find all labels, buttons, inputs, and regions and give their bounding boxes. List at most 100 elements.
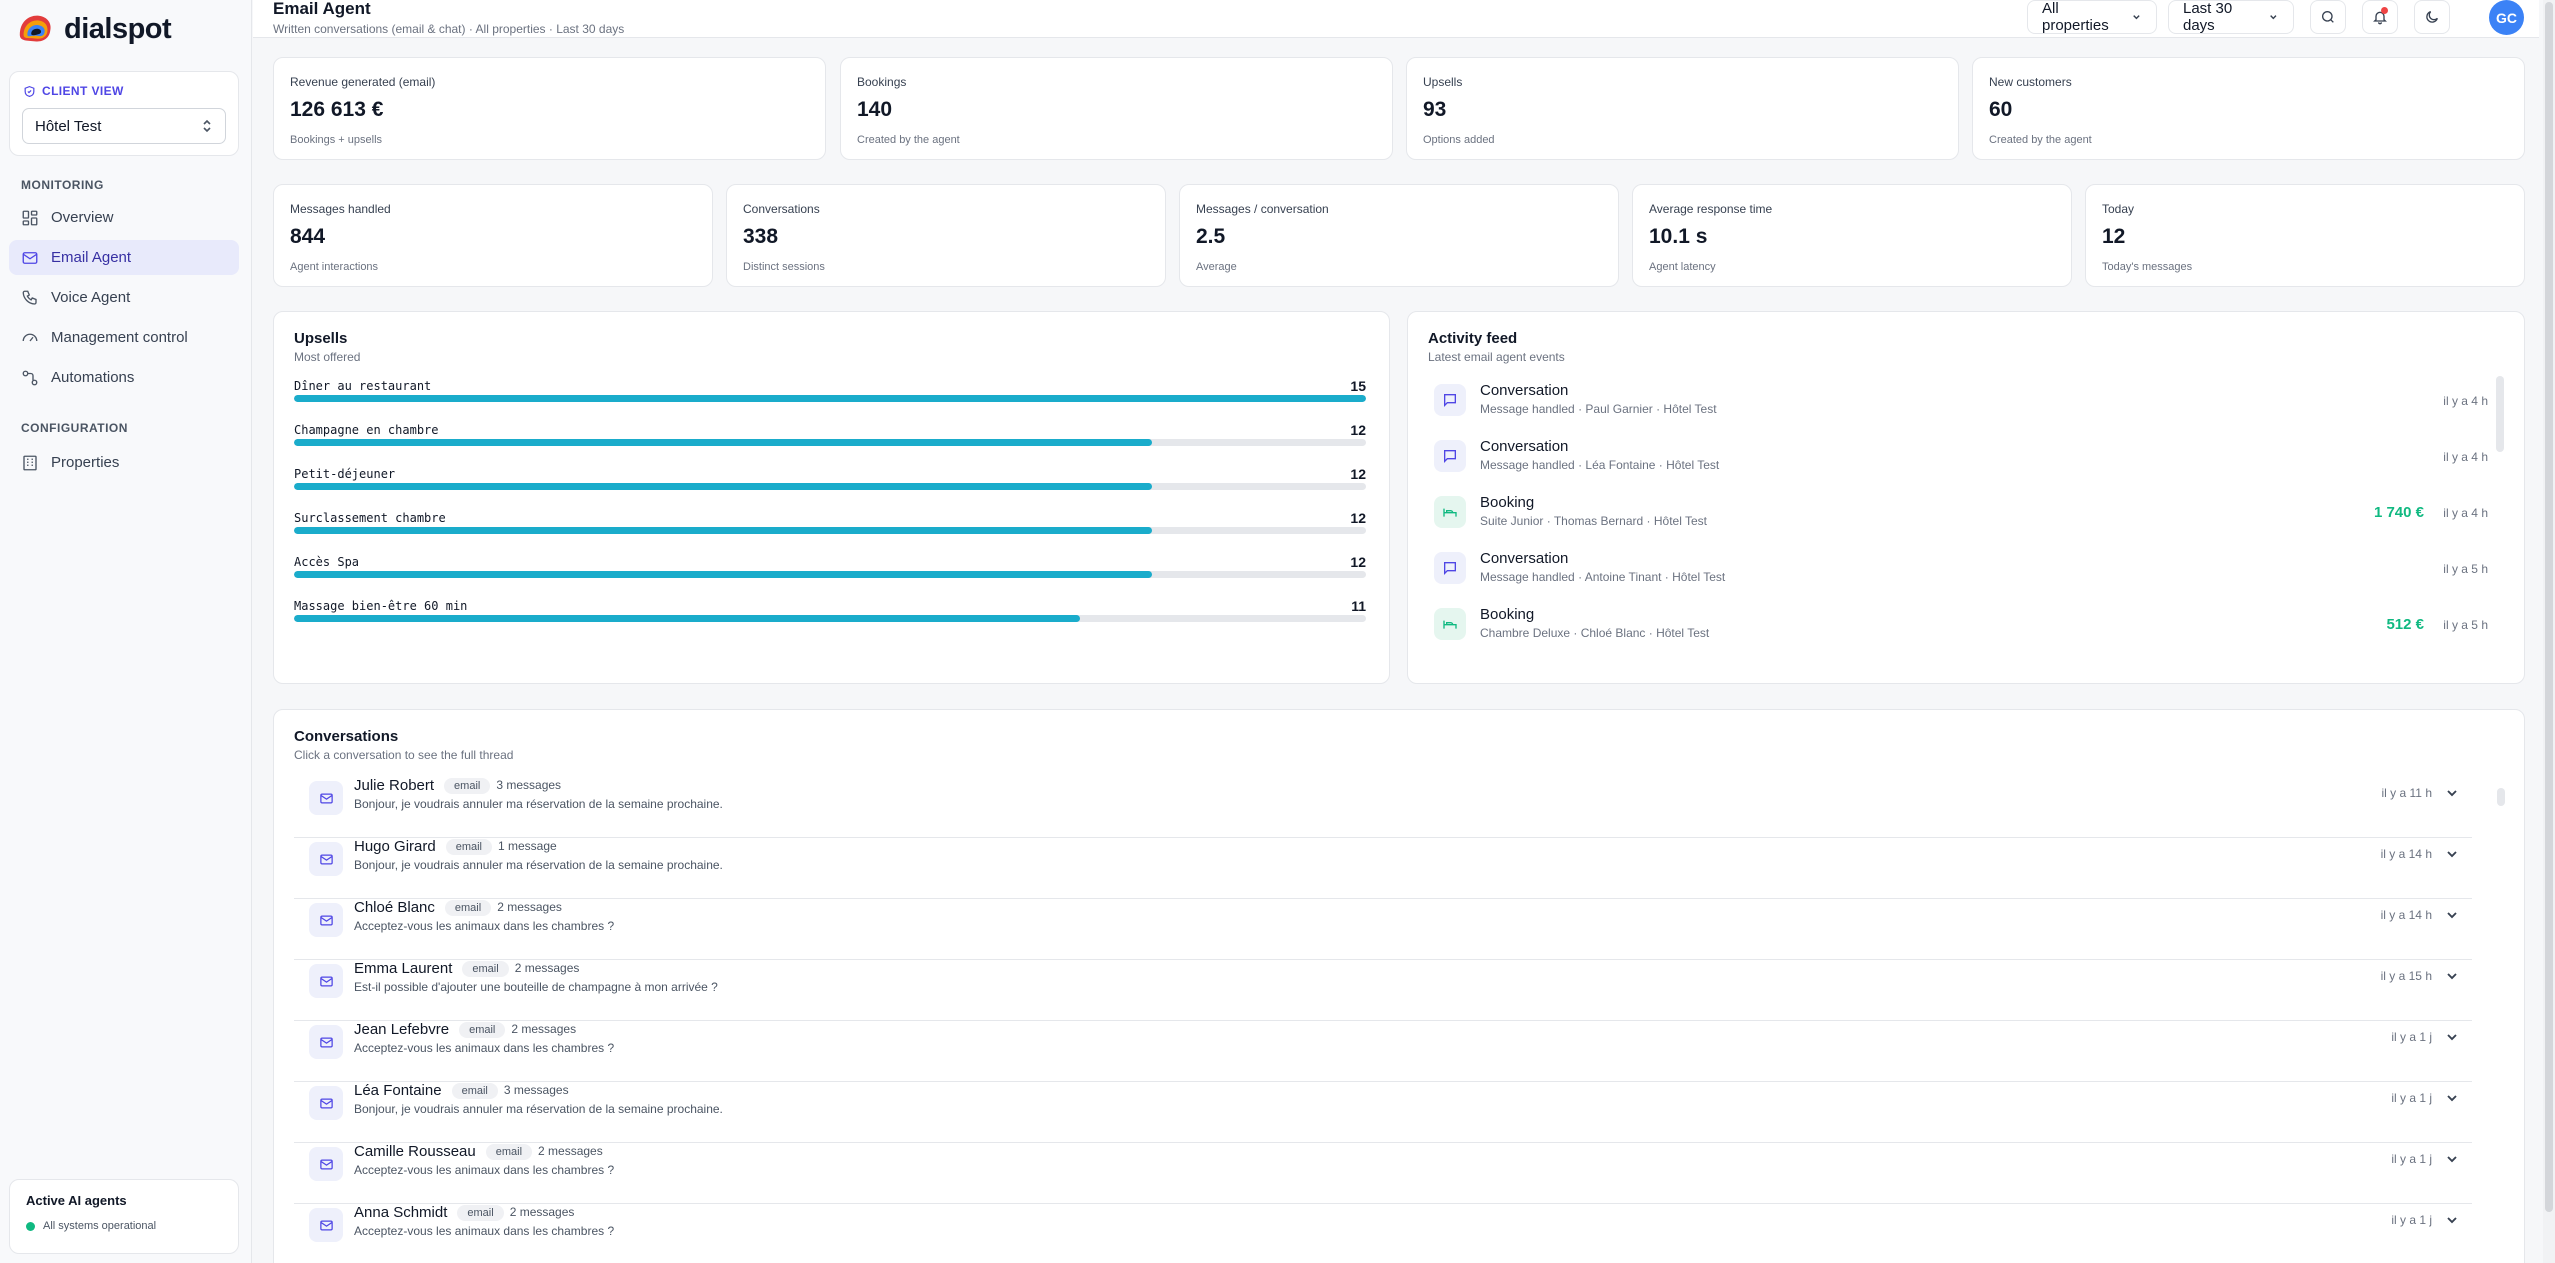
chevron-down-icon bbox=[2133, 15, 2140, 20]
kpi-label: Average response time bbox=[1649, 202, 1773, 216]
mail-icon bbox=[309, 1147, 343, 1181]
upsell-bar-track bbox=[294, 571, 1366, 578]
mail-icon bbox=[309, 903, 343, 937]
chevron-up-down-icon bbox=[203, 119, 211, 133]
channel-badge: email bbox=[451, 1083, 498, 1099]
conversation-time: il y a 1 j bbox=[2391, 1152, 2432, 1166]
message-preview: Acceptez-vous les animaux dans les chamb… bbox=[354, 1163, 615, 1177]
user-avatar[interactable]: GC bbox=[2489, 0, 2524, 35]
activity-scrollbar[interactable] bbox=[2496, 376, 2504, 452]
kpi-card-bookings: Bookings 140 Created by the agent bbox=[840, 57, 1393, 160]
conversation-row[interactable]: Anna Schmidt email 2 messages Acceptez-vou… bbox=[294, 1204, 2472, 1263]
property-filter-select[interactable]: All properties bbox=[2027, 0, 2157, 34]
sidebar-item-label: Overview bbox=[51, 209, 114, 226]
activity-title-text: Booking bbox=[1480, 606, 1535, 623]
page-scrollbar-thumb[interactable] bbox=[2545, 2, 2553, 1212]
kpi-label: Upsells bbox=[1423, 75, 1463, 89]
activity-item[interactable]: Conversation Message handled · Paul Garn… bbox=[1428, 374, 2488, 430]
chevron-down-icon[interactable] bbox=[2444, 785, 2460, 801]
chevron-down-icon[interactable] bbox=[2444, 1212, 2460, 1228]
conversation-row[interactable]: Léa Fontaine email 3 messages Bonjour, je … bbox=[294, 1082, 2472, 1143]
page-title: Email Agent bbox=[273, 0, 371, 18]
activity-feed-panel: Activity feed Latest email agent events … bbox=[1407, 311, 2525, 684]
activity-title-text: Conversation bbox=[1480, 438, 1569, 455]
gauge-icon bbox=[22, 333, 38, 341]
conversation-row[interactable]: Camille Rousseau email 2 messages Acceptez… bbox=[294, 1143, 2472, 1204]
workflow-icon bbox=[22, 370, 38, 385]
upsell-name: Petit-déjeuner bbox=[294, 467, 396, 481]
activity-subtitle: Latest email agent events bbox=[1428, 350, 1565, 364]
conversation-row[interactable]: Hugo Girard email 1 message Bonjour, je vo… bbox=[294, 838, 2472, 899]
page-scrollbar[interactable] bbox=[2543, 0, 2555, 1263]
activity-title: Activity feed bbox=[1428, 330, 1518, 347]
kpi-label: Today bbox=[2102, 202, 2135, 216]
conversation-row[interactable]: Emma Laurent email 2 messages Est-il possi… bbox=[294, 960, 2472, 1021]
contact-name: Anna Schmidt bbox=[354, 1204, 448, 1221]
sidebar-item-management-control[interactable]: Management control bbox=[9, 320, 239, 355]
chevron-down-icon[interactable] bbox=[2444, 1151, 2460, 1167]
message-preview: Bonjour, je voudrais annuler ma réservat… bbox=[354, 797, 723, 811]
kpi-value: 10.1 s bbox=[1649, 225, 1708, 248]
kpi-card-messages-per-conversation: Messages / conversation 2.5 Average bbox=[1179, 184, 1619, 287]
chevron-down-icon[interactable] bbox=[2444, 846, 2460, 862]
kpi-card-revenue: Revenue generated (email) 126 613 € Book… bbox=[273, 57, 826, 160]
upsell-bar-track bbox=[294, 439, 1366, 446]
theme-toggle-button[interactable] bbox=[2414, 0, 2450, 34]
upsell-row: Surclassement chambre 12 bbox=[294, 510, 1366, 549]
kpi-value: 126 613 € bbox=[290, 98, 384, 121]
brand-logo[interactable]: dialspot bbox=[16, 10, 172, 48]
sidebar: dialspot CLIENT VIEW Hôtel Test MONITORI… bbox=[0, 0, 252, 1263]
conversations-panel: Conversations Click a conversation to se… bbox=[273, 709, 2525, 1263]
chevron-down-icon[interactable] bbox=[2444, 968, 2460, 984]
mail-icon bbox=[309, 842, 343, 876]
conversation-row[interactable]: Jean Lefebvre email 2 messages Acceptez-vo… bbox=[294, 1021, 2472, 1082]
client-select[interactable]: Hôtel Test bbox=[22, 108, 226, 144]
chevron-down-icon[interactable] bbox=[2444, 907, 2460, 923]
period-filter-select[interactable]: Last 30 days bbox=[2168, 0, 2294, 34]
upsell-row: Massage bien-être 60 min 11 bbox=[294, 598, 1366, 637]
activity-time: il y a 4 h bbox=[2443, 506, 2488, 520]
notifications-button[interactable] bbox=[2362, 0, 2398, 34]
message-preview: Bonjour, je voudrais annuler ma réservat… bbox=[354, 1102, 723, 1116]
conversations-scrollbar[interactable] bbox=[2497, 788, 2505, 806]
activity-meta: Message handled · Antoine Tinant · Hôtel… bbox=[1480, 570, 1726, 584]
message-preview: Acceptez-vous les animaux dans les chamb… bbox=[354, 1224, 615, 1238]
sidebar-item-overview[interactable]: Overview bbox=[9, 200, 239, 235]
conversation-time: il y a 14 h bbox=[2380, 908, 2432, 922]
activity-item[interactable]: Conversation Message handled · Léa Fonta… bbox=[1428, 430, 2488, 486]
message-preview: Est-il possible d'ajouter une bouteille … bbox=[354, 980, 718, 994]
notification-dot bbox=[2381, 7, 2388, 14]
kpi-hint: Today's messages bbox=[2102, 261, 2193, 273]
sidebar-item-automations[interactable]: Automations bbox=[9, 360, 239, 395]
conversation-time: il y a 1 j bbox=[2391, 1213, 2432, 1227]
activity-item[interactable]: Booking Suite Junior · Thomas Bernard · … bbox=[1428, 486, 2488, 542]
contact-name: Jean Lefebvre bbox=[354, 1021, 450, 1038]
conversation-row[interactable]: Julie Robert email 3 messages Bonjour, je … bbox=[294, 777, 2472, 838]
message-square-icon bbox=[1434, 552, 1466, 584]
sidebar-item-email-agent[interactable]: Email Agent bbox=[9, 240, 239, 275]
kpi-hint: Distinct sessions bbox=[743, 261, 825, 273]
upsell-bar-fill bbox=[294, 571, 1152, 578]
activity-item[interactable]: Booking Chambre Deluxe · Chloé Blanc · H… bbox=[1428, 598, 2488, 654]
conversation-row[interactable]: Chloé Blanc email 2 messages Acceptez-vous… bbox=[294, 899, 2472, 960]
activity-item[interactable]: Conversation Message handled · Antoine T… bbox=[1428, 542, 2488, 598]
activity-meta: Suite Junior · Thomas Bernard · Hôtel Te… bbox=[1480, 514, 1707, 528]
sidebar-item-properties[interactable]: Properties bbox=[9, 445, 239, 480]
chevron-down-icon[interactable] bbox=[2444, 1090, 2460, 1106]
conversation-header: Emma Laurent email 2 messages bbox=[354, 960, 579, 977]
chevron-down-icon[interactable] bbox=[2444, 1029, 2460, 1045]
channel-badge: email bbox=[485, 1144, 533, 1160]
conversation-header: Julie Robert email 3 messages bbox=[354, 777, 561, 794]
message-preview: Bonjour, je voudrais annuler ma réservat… bbox=[354, 858, 723, 872]
upsell-name: Dîner au restaurant bbox=[294, 379, 432, 393]
message-square-icon bbox=[1434, 440, 1466, 472]
upsell-row: Accès Spa 12 bbox=[294, 554, 1366, 593]
message-preview: Acceptez-vous les animaux dans les chamb… bbox=[354, 1041, 615, 1055]
search-button[interactable] bbox=[2310, 0, 2346, 34]
upsell-name: Champagne en chambre bbox=[294, 423, 439, 437]
activity-amount: 1 740 € bbox=[2373, 504, 2424, 521]
page-subtitle: Written conversations (email & chat) · A… bbox=[273, 22, 625, 36]
conversation-header: Léa Fontaine email 3 messages bbox=[354, 1082, 569, 1099]
sidebar-item-voice-agent[interactable]: Voice Agent bbox=[9, 280, 239, 315]
kpi-value: 338 bbox=[743, 225, 779, 248]
